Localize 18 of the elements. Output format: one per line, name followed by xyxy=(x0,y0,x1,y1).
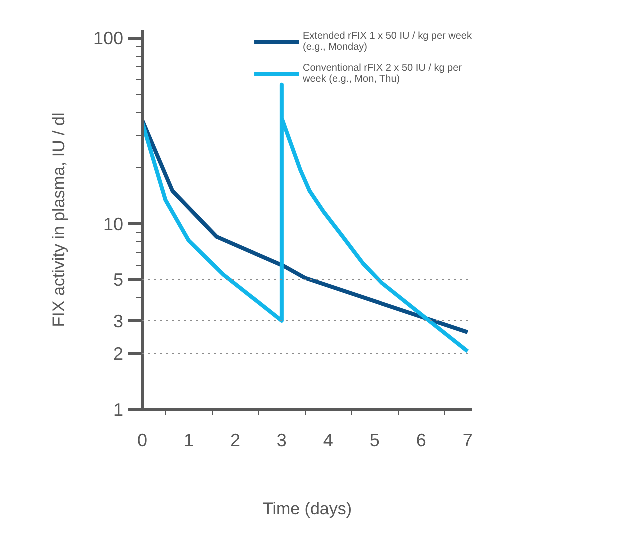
y-axis-title: FIX activity in plasma, IU / dl xyxy=(49,112,68,328)
x-tick-label: 7 xyxy=(462,430,473,450)
x-tick-label: 0 xyxy=(137,430,148,450)
legend-label: Conventional rFIX 2 x 50 IU / kg per week (e.g., Mon, Thu) xyxy=(303,62,462,86)
y-tick-label: 10 xyxy=(103,214,124,234)
y-tick-label: 5 xyxy=(113,270,124,290)
y-tick-label: 100 xyxy=(93,28,124,49)
y-tick-label: 2 xyxy=(113,344,124,364)
x-tick-label: 1 xyxy=(184,430,194,450)
x-tick-label: 6 xyxy=(416,430,426,450)
x-tick-label: 3 xyxy=(276,430,287,450)
x-tick-label: 5 xyxy=(370,430,380,450)
x-tick-label: 4 xyxy=(323,430,334,450)
legend-label: Extended rFIX 1 x 50 IU / kg per week (e.g., Monday) xyxy=(303,30,472,54)
x-axis-title: Time (days) xyxy=(262,500,352,518)
x-tick-label: 2 xyxy=(230,430,240,450)
y-tick-label: 3 xyxy=(113,311,124,332)
y-tick-label: 1 xyxy=(113,400,124,420)
